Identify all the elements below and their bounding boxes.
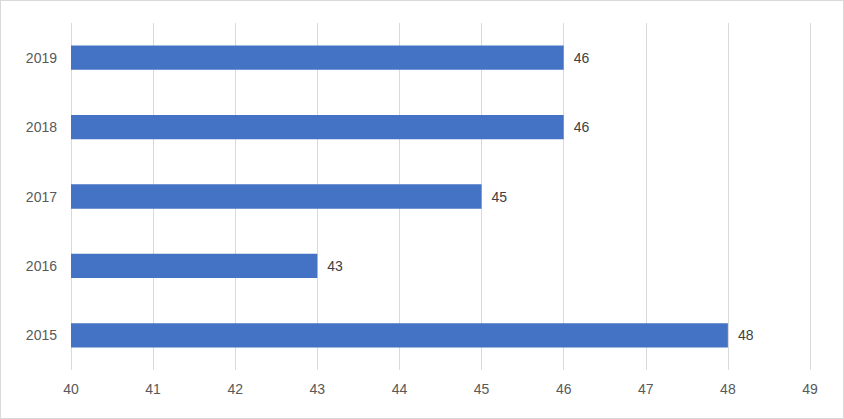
svg-text:45: 45: [474, 381, 490, 397]
svg-text:43: 43: [310, 381, 326, 397]
svg-text:45: 45: [492, 189, 508, 205]
svg-text:46: 46: [574, 119, 590, 135]
svg-text:2018: 2018: [26, 119, 57, 135]
svg-text:2015: 2015: [26, 327, 57, 343]
svg-text:44: 44: [392, 381, 408, 397]
svg-text:49: 49: [802, 381, 818, 397]
svg-text:40: 40: [63, 381, 79, 397]
svg-text:2017: 2017: [26, 189, 57, 205]
svg-text:46: 46: [574, 50, 590, 66]
svg-text:48: 48: [738, 327, 754, 343]
svg-text:47: 47: [638, 381, 654, 397]
svg-text:43: 43: [327, 258, 343, 274]
svg-text:2016: 2016: [26, 258, 57, 274]
svg-text:42: 42: [227, 381, 243, 397]
svg-text:48: 48: [720, 381, 736, 397]
svg-text:46: 46: [556, 381, 572, 397]
svg-text:41: 41: [145, 381, 161, 397]
svg-text:2019: 2019: [26, 50, 57, 66]
